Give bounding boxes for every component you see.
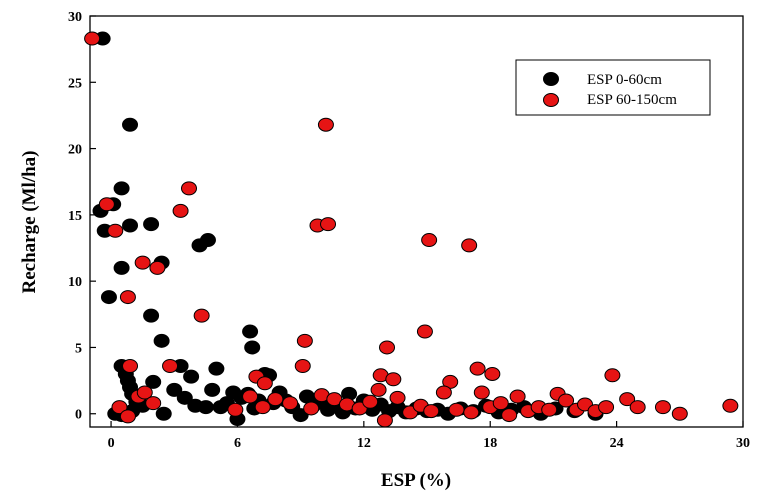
point-esp-0-60cm — [197, 400, 214, 415]
point-esp-0-60cm — [145, 374, 162, 389]
point-esp-60-150cm — [282, 396, 299, 411]
point-esp-60-150cm — [671, 406, 688, 421]
legend: ESP 0-60cm ESP 60-150cm — [515, 59, 711, 116]
legend-marker-esp-60-150cm — [543, 93, 559, 107]
x-tick-label: 0 — [108, 436, 115, 451]
point-esp-60-150cm — [256, 376, 273, 391]
point-esp-60-150cm — [722, 398, 739, 413]
point-esp-60-150cm — [619, 392, 636, 407]
point-esp-60-150cm — [98, 197, 115, 212]
point-esp-60-150cm — [416, 324, 433, 339]
point-esp-60-150cm — [379, 340, 396, 355]
point-esp-60-150cm — [134, 255, 151, 270]
data-points — [84, 31, 739, 428]
point-esp-60-150cm — [317, 117, 334, 132]
point-esp-60-150cm — [242, 389, 259, 404]
x-axis-ticks: 0 6 12 18 24 30 — [108, 421, 750, 451]
point-esp-60-150cm — [473, 385, 490, 400]
point-esp-60-150cm — [376, 413, 393, 428]
point-esp-0-60cm — [113, 181, 130, 196]
point-esp-60-150cm — [227, 402, 244, 417]
point-esp-60-150cm — [385, 372, 402, 387]
x-tick-label: 6 — [234, 436, 241, 451]
point-esp-60-150cm — [172, 203, 189, 218]
y-tick-label: 10 — [68, 275, 82, 290]
point-esp-60-150cm — [111, 400, 128, 415]
point-esp-60-150cm — [629, 400, 646, 415]
point-esp-0-60cm — [143, 217, 160, 232]
point-esp-60-150cm — [294, 359, 311, 374]
point-esp-0-60cm — [113, 260, 130, 275]
point-esp-60-150cm — [435, 385, 452, 400]
point-esp-0-60cm — [176, 390, 193, 405]
x-axis-title: ESP (%) — [381, 470, 451, 491]
x-tick-label: 12 — [357, 436, 371, 451]
point-esp-60-150cm — [501, 408, 518, 423]
point-esp-0-60cm — [122, 117, 139, 132]
x-tick-label: 18 — [483, 436, 497, 451]
point-esp-60-150cm — [107, 223, 124, 238]
point-esp-60-150cm — [469, 361, 486, 376]
point-esp-60-150cm — [145, 396, 162, 411]
point-esp-60-150cm — [604, 368, 621, 383]
y-tick-label: 30 — [68, 10, 82, 25]
plot-area — [89, 15, 744, 428]
legend-label-esp-60-150cm: ESP 60-150cm — [587, 92, 677, 108]
point-esp-60-150cm — [461, 238, 478, 253]
point-esp-60-150cm — [509, 389, 526, 404]
point-esp-60-150cm — [136, 385, 153, 400]
legend-marker-esp-0-60cm — [543, 72, 559, 86]
point-esp-60-150cm — [463, 405, 480, 420]
y-tick-label: 5 — [75, 341, 82, 356]
point-esp-60-150cm — [267, 392, 284, 407]
point-esp-60-150cm — [296, 333, 313, 348]
y-tick-label: 0 — [75, 408, 82, 423]
point-esp-0-60cm — [143, 308, 160, 323]
x-tick-label: 30 — [736, 436, 750, 451]
point-esp-60-150cm — [84, 31, 101, 46]
point-esp-60-150cm — [254, 400, 271, 415]
point-esp-0-60cm — [166, 382, 183, 397]
y-axis-title: Recharge (Ml/ha) — [19, 151, 40, 294]
point-esp-60-150cm — [484, 366, 501, 381]
point-esp-0-60cm — [244, 340, 261, 355]
y-axis-ticks: 0 5 10 15 20 25 30 — [68, 10, 96, 423]
point-esp-60-150cm — [541, 402, 558, 417]
point-esp-0-60cm — [208, 361, 225, 376]
point-esp-60-150cm — [193, 308, 210, 323]
point-esp-0-60cm — [155, 406, 172, 421]
legend-label-esp-0-60cm: ESP 0-60cm — [587, 72, 662, 88]
point-esp-60-150cm — [119, 290, 136, 305]
point-esp-60-150cm — [149, 260, 166, 275]
plot-frame — [89, 15, 744, 428]
point-esp-60-150cm — [421, 233, 438, 248]
point-esp-0-60cm — [204, 382, 221, 397]
point-esp-60-150cm — [558, 393, 575, 408]
point-esp-0-60cm — [153, 333, 170, 348]
x-tick-label: 24 — [610, 436, 624, 451]
point-esp-0-60cm — [242, 324, 259, 339]
point-esp-0-60cm — [183, 369, 200, 384]
point-esp-60-150cm — [181, 181, 198, 196]
point-esp-60-150cm — [448, 402, 465, 417]
point-esp-60-150cm — [119, 409, 136, 424]
point-esp-60-150cm — [370, 382, 387, 397]
point-esp-60-150cm — [362, 394, 379, 409]
point-esp-60-150cm — [492, 396, 509, 411]
point-esp-60-150cm — [423, 404, 440, 419]
point-esp-0-60cm — [100, 290, 117, 305]
point-esp-60-150cm — [303, 401, 320, 416]
point-esp-0-60cm — [191, 238, 208, 253]
point-esp-60-150cm — [598, 400, 615, 415]
point-esp-0-60cm — [122, 218, 139, 233]
y-tick-label: 25 — [68, 76, 82, 91]
point-esp-60-150cm — [320, 217, 337, 232]
point-esp-60-150cm — [162, 359, 179, 374]
point-esp-60-150cm — [389, 390, 406, 405]
y-tick-label: 15 — [68, 209, 82, 224]
point-esp-60-150cm — [654, 400, 671, 415]
y-tick-label: 20 — [68, 143, 82, 158]
point-esp-60-150cm — [122, 359, 139, 374]
